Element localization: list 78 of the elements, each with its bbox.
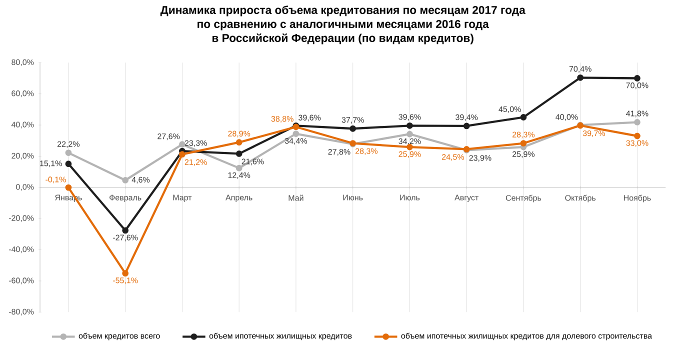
x-tick-label: Февраль [110,194,142,202]
point [520,114,527,120]
data-label: 33,0% [626,140,648,147]
data-label: 70,0% [626,82,648,90]
data-label: 41,8% [626,110,648,118]
data-label: 34,2% [398,138,421,145]
y-tick-label: 0,0% [16,184,34,191]
data-label: 28,3% [356,148,378,155]
point [577,74,584,81]
point [65,184,72,191]
point [179,141,186,148]
x-tick-label: Октябрь [565,194,596,202]
y-tick-label: 40,0% [11,122,34,128]
y-tick-label: -20,0% [8,215,34,222]
legend-label: объем ипотечных жилищных кредитов для долевого строительства [401,332,652,340]
y-tick-label: -60,0% [8,278,34,284]
y-tick-label: -40,0% [8,246,34,253]
data-label: 23,3% [184,140,207,147]
data-label: -27,6% [113,234,138,242]
legend-label: объем кредитов всего [78,332,160,340]
x-tick-label: Апрель [226,194,252,202]
data-label: 39,6% [398,114,421,121]
data-label: 45,0% [498,106,521,113]
data-label: 39,4% [456,114,478,121]
point [122,227,129,234]
x-tick-label: Сентябрь [506,194,542,202]
point [236,139,242,146]
point [236,150,242,157]
data-label: 39,7% [582,130,606,137]
data-label: 27,8% [328,148,350,156]
point [179,151,186,158]
y-tick-label: 20,0% [12,152,34,160]
data-label: 39,6% [298,114,321,122]
point [634,118,640,126]
data-label: 28,9% [228,130,250,138]
data-label: 70,4% [569,66,592,73]
data-label: -55,1% [113,277,138,284]
chart-title: Динамика прироста объема кредитования по месяцам 2017 года по сравнению с аналогичными месяцами 2016 года в Российской Федерации (по видам кредитов) [160,6,526,44]
data-label: 21,2% [184,159,207,166]
x-tick-label: Ноябрь [624,194,651,202]
x-tick-label: Март [173,194,192,202]
point [122,270,129,276]
data-label: 21,6% [242,158,264,166]
legend-label: объем ипотечных жилищных кредитов [209,332,352,340]
data-label: 38,8% [271,116,294,123]
point [122,176,129,184]
point [406,130,413,138]
data-label: 4,6% [132,176,150,184]
x-tick-label: Июнь [343,194,363,200]
data-label: 24,5% [442,154,464,161]
data-label: 37,7% [342,117,364,124]
point [292,130,300,137]
point [406,122,413,129]
data-label: 23,9% [469,155,492,162]
data-label: 27,6% [158,133,180,140]
data-label: 28,3% [512,132,535,138]
y-tick-label: 80,0% [12,59,34,66]
y-tick-label: -80,0% [8,308,34,316]
point [350,125,356,132]
data-label: 40,0% [556,114,578,121]
data-label: 34,4% [284,138,308,145]
x-tick-label: Май [288,194,304,201]
point [65,150,72,156]
data-label: 12,4% [228,172,250,179]
point [236,164,242,172]
data-label: -0,1% [46,176,66,184]
data-label: 22,2% [58,141,80,148]
data-label: 25,9% [512,151,535,158]
point [65,160,72,167]
point [463,122,470,130]
point [520,140,527,146]
data-label: 15,1% [40,160,62,168]
point [634,74,640,82]
x-tick-label: Июль [400,194,420,200]
x-tick-label: Август [454,194,479,202]
point [634,132,640,140]
data-label: 25,9% [398,151,421,158]
y-tick-label: 60,0% [12,90,34,98]
